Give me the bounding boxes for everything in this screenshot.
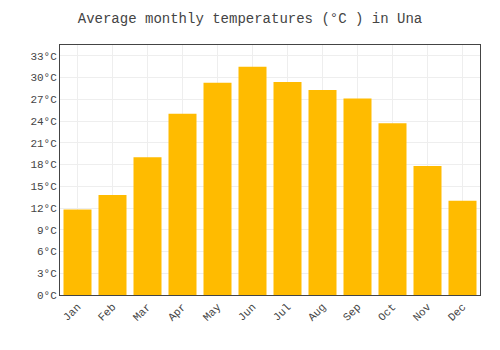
svg-text:Jun: Jun (236, 301, 258, 323)
svg-text:6°C: 6°C (37, 246, 57, 258)
svg-text:Feb: Feb (96, 301, 118, 323)
svg-text:15°C: 15°C (30, 181, 57, 193)
svg-text:Jul: Jul (271, 301, 293, 323)
svg-text:33°C: 33°C (30, 51, 57, 63)
svg-text:May: May (201, 301, 224, 324)
svg-text:Apr: Apr (166, 301, 188, 323)
svg-text:3°C: 3°C (37, 268, 57, 280)
svg-text:Oct: Oct (376, 301, 398, 323)
svg-text:21°C: 21°C (30, 138, 57, 150)
svg-text:Aug: Aug (306, 301, 328, 323)
svg-text:9°C: 9°C (37, 225, 57, 237)
svg-text:Jan: Jan (61, 301, 83, 323)
svg-text:Dec: Dec (446, 301, 468, 323)
svg-text:0°C: 0°C (37, 290, 57, 302)
svg-text:Mar: Mar (131, 301, 153, 323)
svg-text:Average monthly temperatures (: Average monthly temperatures (°C ) in Un… (78, 11, 422, 27)
svg-text:24°C: 24°C (30, 116, 57, 128)
svg-text:12°C: 12°C (30, 203, 57, 215)
svg-text:27°C: 27°C (30, 94, 57, 106)
svg-text:Nov: Nov (411, 301, 434, 324)
svg-text:30°C: 30°C (30, 72, 57, 84)
svg-text:Sep: Sep (341, 301, 363, 323)
svg-text:18°C: 18°C (30, 159, 57, 171)
